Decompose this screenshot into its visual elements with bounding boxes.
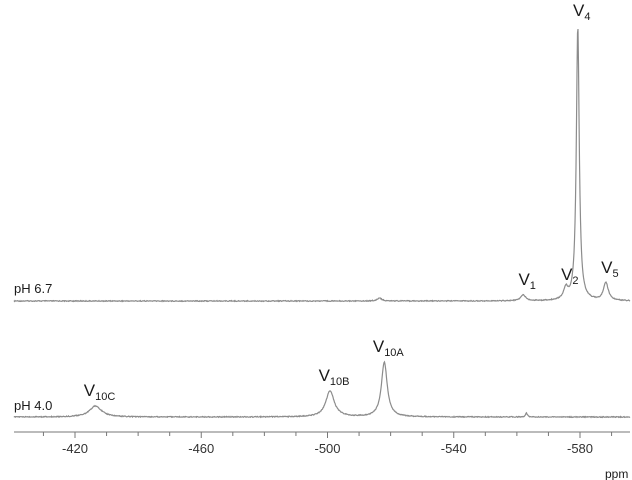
series-labels: pH 6.7 pH 4.0 <box>14 281 52 413</box>
peak-label-v4: V4 <box>573 1 590 23</box>
peak-label-v2: V2 <box>561 265 578 287</box>
x-tick-label: -460 <box>188 441 214 456</box>
x-tick-label: -540 <box>441 441 467 456</box>
peak-label-v5: V5 <box>601 258 618 280</box>
series-line-2 <box>13 360 631 419</box>
x-tick-label: -580 <box>567 441 593 456</box>
x-tick-label: -500 <box>314 441 340 456</box>
peak-label-v10c: V10C <box>84 381 116 403</box>
spectrum-traces <box>13 28 631 419</box>
x-axis-title: ppm <box>605 467 628 480</box>
peak-label-v10b: V10B <box>319 366 350 388</box>
series-line-1 <box>13 28 631 303</box>
peak-label-v1: V1 <box>518 270 535 292</box>
peak-label-v10a: V10A <box>373 337 405 359</box>
x-axis: -420 -460 -500 -540 -580 <box>14 431 630 456</box>
series-label-1: pH 6.7 <box>14 281 52 296</box>
x-tick-label: -420 <box>62 441 88 456</box>
series-label-2: pH 4.0 <box>14 398 52 413</box>
peak-labels: V1 V2 V4 V5 V10C V10B V10A <box>84 1 619 403</box>
